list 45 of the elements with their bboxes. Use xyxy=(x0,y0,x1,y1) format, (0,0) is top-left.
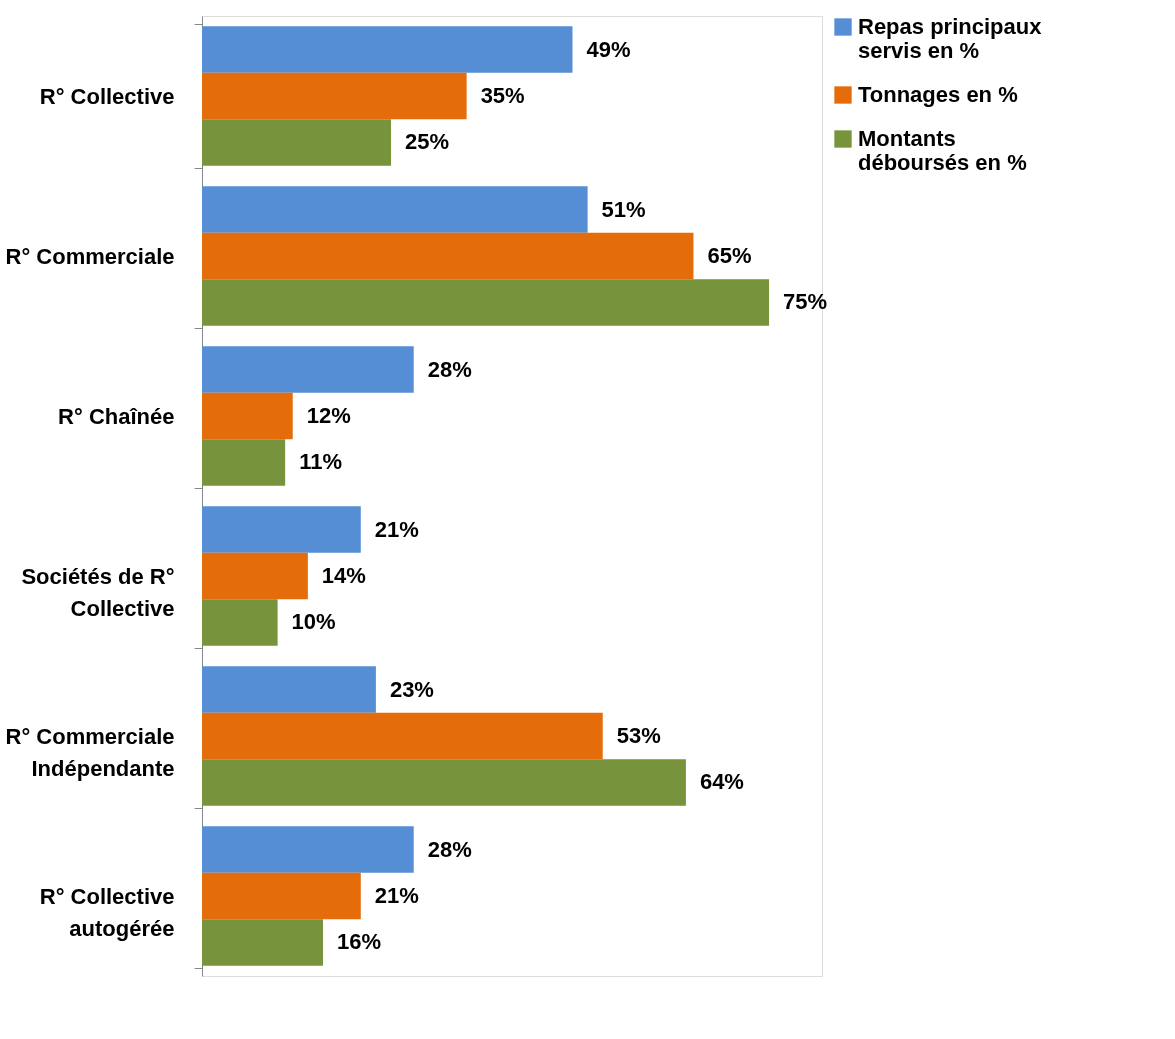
bar xyxy=(202,392,293,440)
bar xyxy=(202,186,588,233)
data-label: 10% xyxy=(291,609,336,635)
data-label: 64% xyxy=(699,769,744,795)
y-tick-label: R° Collective autogérée xyxy=(39,883,175,941)
data-label: 21% xyxy=(374,516,419,542)
bar xyxy=(202,919,323,966)
data-label: 65% xyxy=(707,243,752,268)
data-label: 28% xyxy=(427,356,472,382)
bar xyxy=(202,826,414,873)
bar xyxy=(202,346,414,393)
bar xyxy=(202,666,376,713)
data-label: 49% xyxy=(586,36,631,62)
data-label: 51% xyxy=(601,196,646,222)
bar xyxy=(202,552,308,600)
bar xyxy=(202,599,278,646)
data-label: 75% xyxy=(783,289,828,315)
bar xyxy=(202,439,286,486)
data-label: 14% xyxy=(321,563,366,588)
y-tick-label: Sociétés de R° Collective xyxy=(21,563,175,621)
data-label: 35% xyxy=(480,83,525,108)
data-label: 16% xyxy=(336,929,382,955)
y-tick-label: R° Commerciale xyxy=(5,243,175,269)
data-label: 21% xyxy=(374,883,419,908)
legend-label: Tonnages en % xyxy=(858,82,1018,107)
data-label: 11% xyxy=(299,449,342,475)
bar xyxy=(202,72,467,120)
bar xyxy=(202,506,361,553)
bar xyxy=(202,119,392,166)
data-label: 23% xyxy=(389,676,434,702)
y-tick-label: R° Commerciale Indépendante xyxy=(5,723,175,781)
legend-label: Repas principaux servis en % xyxy=(858,14,1043,63)
y-tick-label: R° Collective xyxy=(39,83,175,109)
data-label: 12% xyxy=(306,403,351,428)
bar xyxy=(202,26,573,73)
bar xyxy=(202,279,770,326)
data-label: 53% xyxy=(616,723,661,748)
legend-label: Montants déboursés en % xyxy=(858,126,1027,175)
bar xyxy=(202,872,361,920)
y-tick-label: R° Chaînée xyxy=(58,403,175,429)
data-label: 28% xyxy=(427,836,472,862)
bar xyxy=(202,712,603,760)
bar xyxy=(202,232,694,280)
data-label: 25% xyxy=(405,129,450,155)
bar xyxy=(202,759,686,806)
